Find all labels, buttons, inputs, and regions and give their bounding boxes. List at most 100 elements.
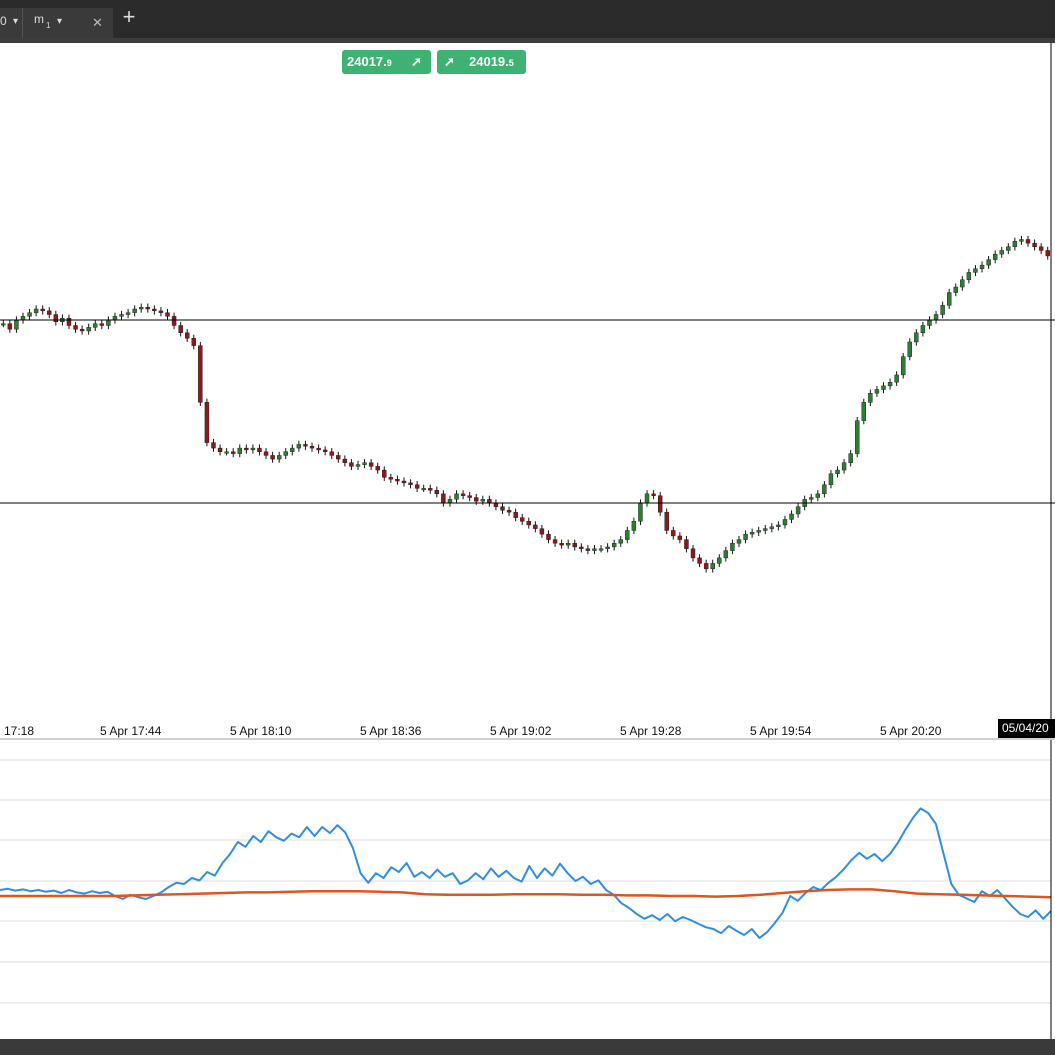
candle: [434, 489, 440, 495]
candle: [106, 319, 111, 326]
candle: [395, 479, 400, 482]
sell-price-small: 9: [386, 58, 392, 68]
candle: [1006, 246, 1011, 251]
candle: [539, 528, 545, 535]
oscillator-grid: [0, 759, 1051, 1004]
candle: [211, 442, 216, 449]
time-axis-label: 5 Apr 18:36: [360, 724, 422, 738]
candle: [828, 473, 834, 485]
arrow-up-right-icon: ➚: [411, 54, 422, 69]
candle: [887, 382, 893, 387]
candle: [329, 451, 334, 456]
buy-price-small: 5: [508, 58, 514, 68]
candle: [290, 447, 295, 452]
candle: [546, 533, 551, 540]
candle: [316, 447, 321, 451]
candle: [198, 345, 203, 403]
bottom-scrollbar[interactable]: [0, 1039, 1055, 1055]
oscillator-chart[interactable]: [0, 740, 1055, 1039]
pane-divider[interactable]: [0, 738, 1055, 740]
candle: [185, 332, 190, 339]
candle: [664, 511, 669, 531]
candle: [835, 469, 840, 474]
candle: [250, 447, 256, 451]
candle: [152, 308, 157, 312]
candle: [99, 323, 105, 326]
chevron-down-icon[interactable]: ▾: [13, 16, 19, 27]
candle: [979, 264, 985, 269]
candle: [552, 539, 558, 544]
close-icon[interactable]: ✕: [92, 15, 103, 30]
candle: [145, 306, 150, 310]
candle: [973, 268, 978, 273]
candle: [388, 477, 394, 480]
candle: [441, 493, 446, 504]
candle: [1045, 250, 1050, 257]
sell-price-button[interactable]: 24017.9 ➚: [342, 50, 431, 74]
candle: [914, 332, 919, 343]
oscillator-series-orange: [0, 888, 1052, 899]
candle: [572, 543, 577, 548]
candle: [132, 308, 137, 313]
candle: [1032, 242, 1037, 247]
candle: [736, 539, 742, 544]
candle: [598, 548, 604, 551]
candle: [368, 462, 374, 467]
candle: [657, 495, 663, 513]
chevron-down-icon[interactable]: ▾: [57, 16, 63, 27]
candle: [960, 279, 965, 288]
candle: [710, 563, 715, 570]
candle: [933, 314, 939, 321]
tab-previous[interactable]: 0 ▾: [0, 8, 22, 38]
tab-bar-stripe: [0, 38, 1055, 43]
candle: [605, 546, 610, 549]
time-axis-label: 5 Apr 18:10: [230, 724, 292, 738]
candle: [73, 325, 78, 330]
add-tab-button[interactable]: +: [122, 4, 136, 29]
candle: [907, 341, 912, 357]
candle: [1012, 241, 1018, 247]
candle: [868, 393, 873, 403]
candle: [999, 250, 1004, 255]
candle: [809, 497, 814, 500]
tab-m1[interactable]: m 1 ▾ ✕: [22, 8, 113, 38]
candle: [946, 292, 952, 306]
candle: [559, 543, 564, 546]
sell-price-main: 24017.: [347, 54, 387, 69]
candle: [506, 510, 512, 513]
candle: [204, 402, 210, 443]
candle: [579, 546, 584, 549]
main-chart[interactable]: [0, 43, 1055, 738]
candle: [230, 451, 236, 454]
candle: [139, 306, 144, 310]
candle: [40, 308, 45, 312]
candle: [585, 548, 591, 551]
candle: [861, 402, 866, 421]
crosshair-date-label: 05/04/20: [998, 719, 1055, 738]
candle: [79, 328, 85, 332]
candle: [336, 455, 341, 460]
candle: [848, 453, 853, 463]
tab-m1-subscript: 1: [46, 21, 51, 30]
candle: [119, 314, 124, 317]
candle: [684, 539, 689, 549]
candle: [296, 444, 302, 449]
candle: [881, 385, 886, 390]
candle: [763, 528, 768, 531]
time-axis-label: 17:18: [4, 724, 35, 738]
candle: [986, 259, 991, 266]
candle: [992, 253, 998, 260]
candle: [927, 319, 932, 326]
candle: [1019, 239, 1024, 242]
buy-price-button[interactable]: ➚ 24019.5: [437, 50, 526, 74]
candle: [513, 511, 518, 518]
candle: [408, 482, 413, 485]
candle: [1038, 246, 1044, 251]
candle: [618, 539, 623, 544]
candle: [920, 325, 926, 334]
candle: [33, 308, 39, 313]
candle: [171, 316, 177, 326]
candle: [795, 506, 801, 515]
candle: [66, 317, 72, 326]
candle: [86, 327, 91, 332]
